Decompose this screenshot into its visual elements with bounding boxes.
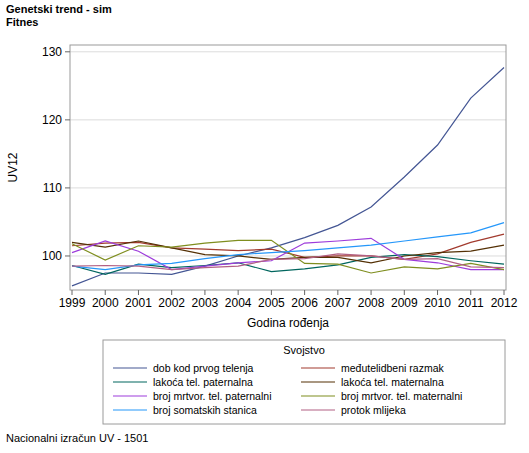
legend-swatch [113,381,147,382]
series-line [72,67,504,285]
series-line [72,223,504,270]
x-tick-label: 2001 [125,296,152,310]
legend-label: lakoća tel. maternalna [341,376,444,388]
y-tick-label: 100 [42,249,62,263]
x-tick-label: 2003 [192,296,219,310]
x-tick-label: 2009 [391,296,418,310]
series-line [72,240,504,273]
legend-swatch [301,409,335,410]
legend-frame [103,340,505,424]
y-tick-label: 130 [42,45,62,59]
x-tick-label: 2004 [225,296,252,310]
legend-title: Svojstvo [283,344,325,356]
grid-line [70,187,506,188]
x-tick [404,290,405,295]
legend-label: broj somatskih stanica [153,404,257,416]
x-tick-label: 2006 [291,296,318,310]
legend-label: broj mrtvor. tel. paternalni [153,390,271,402]
x-tick-label: 2012 [491,296,518,310]
x-tick [504,290,505,295]
series-group [72,67,504,285]
x-tick [371,290,372,295]
x-tick-label: 2008 [358,296,385,310]
x-tick-label: 1999 [59,296,86,310]
x-tick-label: 2000 [92,296,119,310]
y-tick [65,51,70,52]
x-tick [238,290,239,295]
x-tick-label: 2010 [424,296,451,310]
x-tick [72,290,73,295]
legend-label: protok mlijeka [341,404,406,416]
x-tick [304,290,305,295]
legend-swatch [113,395,147,396]
grid-line [70,255,506,256]
x-axis-label: Godina rođenja [247,316,329,330]
y-tick-label: 110 [43,181,62,195]
legend-label: dob kod prvog telenja [153,362,254,374]
x-tick [138,290,139,295]
x-tick-label: 2007 [324,296,351,310]
x-tick [337,290,338,295]
legend-label: lakoća tel. paternalna [153,376,253,388]
y-tick [65,187,70,188]
legend-swatch [301,395,335,396]
x-tick [171,290,172,295]
y-axis-label: UV12 [6,152,20,182]
legend-label: broj mrtvor. tel. maternalni [341,390,462,402]
series-line [72,254,504,270]
y-tick [65,255,70,256]
legend-swatch [301,367,335,368]
x-tick [204,290,205,295]
subtitle: Fitnes [6,16,38,28]
x-tick [437,290,438,295]
x-tick-label: 2005 [258,296,285,310]
plot-frame [70,45,506,290]
y-tick [65,119,70,120]
grid-line [70,119,506,120]
footnote: Nacionalni izračun UV - 1501 [6,432,148,444]
chart: Genetski trend - simFitnes 100 110 120 130 19… [0,0,529,453]
legend-swatch [301,381,335,382]
title: Genetski trend - sim [6,3,112,15]
x-tick-label: 2011 [458,296,484,310]
legend-swatch [113,367,147,368]
y-tick-label: 120 [42,113,62,127]
x-tick [271,290,272,295]
legend-swatch [113,409,147,410]
x-tick [470,290,471,295]
x-tick-label: 2002 [158,296,185,310]
legend-label: međutelidbeni razmak [341,362,444,374]
grid-line [70,51,506,52]
x-tick [105,290,106,295]
